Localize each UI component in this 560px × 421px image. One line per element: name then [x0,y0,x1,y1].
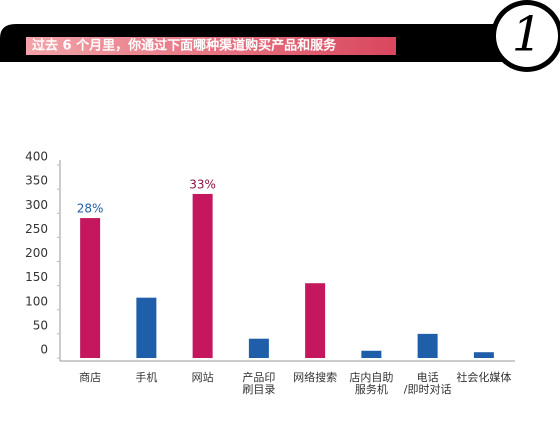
value-label: 28% [77,202,104,216]
y-tick-label: 0 [40,343,48,357]
x-tick-label: 商店 [79,371,102,384]
x-tick-label: 产品印 刷目录 [242,371,276,396]
y-tick-label: 100 [25,294,48,308]
x-tick-label: 社会化媒体 [456,371,512,384]
bar [192,193,213,358]
x-tick-label: 网络搜索 [293,371,338,384]
badge-number: 1 [512,7,543,63]
x-tick-label: 电话 /即时对话 [403,371,452,396]
x-tick-label: 店内自助 服务机 [349,371,394,396]
badge-circle [496,5,558,67]
y-tick-label: 400 [25,150,48,164]
bar [473,352,494,358]
value-label: 33% [189,177,216,191]
title-highlight [26,37,396,55]
y-tick-label: 350 [25,174,48,188]
bar [417,333,438,358]
bar [248,338,269,358]
y-tick-label: 250 [25,222,48,236]
y-tick-label: 50 [33,318,48,332]
x-tick-label: 网站 [191,371,214,384]
x-tick-label: 手机 [135,371,158,384]
y-tick-label: 300 [25,198,48,212]
bar [136,297,157,358]
bar [305,283,326,358]
bar [361,350,382,358]
y-tick-label: 150 [25,270,48,284]
y-tick-label: 200 [25,246,48,260]
chart-title: 过去 6 个月里，你通过下面哪种渠道购买产品和服务 [32,38,337,54]
bar [80,218,101,358]
